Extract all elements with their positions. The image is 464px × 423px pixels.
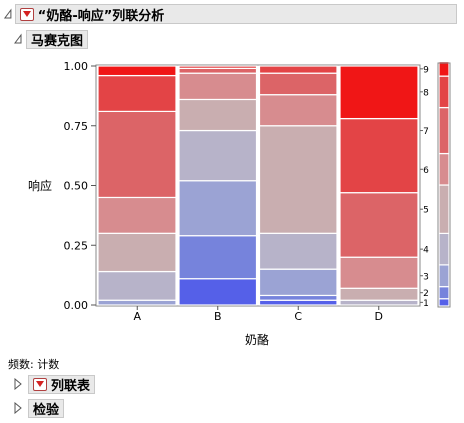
tests-title-box[interactable]: 检验 — [28, 398, 65, 418]
mosaic-cell[interactable] — [178, 129, 258, 182]
y-tick-label: 0.50 — [64, 180, 89, 193]
report-header: “奶酪-响应”列联分析 — [2, 4, 457, 24]
x-axis: A B C D — [133, 306, 383, 323]
contingency-title: 列联表 — [51, 378, 91, 394]
mosaic-title-box[interactable]: 马赛克图 — [26, 29, 89, 49]
legend-swatch[interactable] — [438, 152, 450, 186]
mosaic-cell[interactable] — [258, 294, 338, 301]
frequency-label: 频数: 计数 — [8, 358, 60, 371]
red-triangle-menu-icon[interactable] — [19, 7, 34, 21]
mosaic-cell[interactable] — [178, 67, 258, 74]
mosaic-cell[interactable] — [258, 94, 338, 127]
mosaic-cell[interactable] — [178, 180, 258, 237]
y-tick-label: 0.25 — [64, 239, 89, 252]
legend-swatch[interactable] — [438, 264, 450, 288]
mosaic-cell[interactable] — [258, 232, 338, 270]
legend-frame — [437, 62, 451, 308]
mosaic-cell[interactable] — [97, 299, 177, 306]
mosaic-cell[interactable] — [339, 65, 419, 120]
tests-header: 检验 — [12, 398, 65, 418]
mosaic-cell[interactable] — [97, 232, 177, 273]
disclosure-collapsed-icon[interactable] — [12, 402, 24, 414]
mosaic-cell[interactable] — [178, 72, 258, 101]
mosaic-cell[interactable] — [258, 125, 338, 234]
mosaic-cell[interactable] — [97, 196, 177, 234]
y-axis: 0.00 0.25 0.50 0.75 1.00 — [64, 60, 96, 312]
mosaic-chart: 0.00 0.25 0.50 0.75 1.00 A B C D 12 3 4 5 6 7 8 9 响应 奶… — [28, 60, 451, 347]
legend-label: 6 — [423, 166, 429, 176]
report-title-bar[interactable]: “奶酪-响应”列联分析 — [14, 4, 457, 24]
mosaic-cell[interactable] — [258, 268, 338, 297]
mosaic-cell[interactable] — [97, 74, 177, 113]
legend-swatch[interactable] — [438, 184, 450, 235]
red-triangle-menu-icon[interactable] — [33, 377, 47, 391]
report-title: “奶酪-响应”列联分析 — [37, 8, 165, 24]
mosaic-cell[interactable] — [339, 299, 419, 306]
mosaic-cell[interactable] — [178, 65, 258, 69]
legend-swatch[interactable] — [438, 232, 450, 266]
legend-swatch[interactable] — [438, 75, 450, 109]
legend-swatch[interactable] — [438, 60, 450, 77]
disclosure-collapsed-icon[interactable] — [12, 378, 24, 390]
tests-title: 检验 — [33, 402, 60, 418]
legend-label: 2 — [423, 289, 429, 299]
y-tick-label: 0.00 — [64, 299, 89, 312]
y-axis-label: 响应 — [28, 178, 52, 193]
y-tick-label: 1.00 — [64, 60, 89, 73]
mosaic-cell[interactable] — [258, 72, 338, 96]
x-tick-label: A — [133, 310, 141, 323]
mosaic-cell[interactable] — [97, 270, 177, 301]
mosaic-title: 马赛克图 — [31, 33, 84, 49]
contingency-table-header: 列联表 — [12, 374, 96, 394]
mosaic-cell[interactable] — [178, 235, 258, 280]
mosaic-cell[interactable] — [339, 117, 419, 194]
mosaic-cell[interactable] — [339, 192, 419, 258]
mosaic-cell[interactable] — [339, 256, 419, 289]
legend-label: 8 — [423, 88, 429, 98]
mosaic-cell[interactable] — [97, 65, 177, 77]
response-legend: 12 3 4 5 6 7 8 9 — [420, 60, 451, 309]
contingency-title-box[interactable]: 列联表 — [28, 374, 96, 394]
x-tick-label: C — [294, 310, 302, 323]
legend-label: 5 — [423, 206, 429, 216]
mosaic-cell[interactable] — [339, 287, 419, 301]
x-tick-label: D — [375, 310, 383, 323]
mosaic-cell[interactable] — [258, 65, 338, 74]
legend-label: 1 — [423, 299, 429, 309]
x-tick-label: B — [214, 310, 222, 323]
legend-swatch[interactable] — [438, 298, 450, 307]
y-tick-label: 0.75 — [64, 120, 89, 133]
disclosure-triangle-icon[interactable] — [2, 8, 14, 20]
mosaic-cell[interactable] — [97, 110, 177, 199]
x-axis-label: 奶酪 — [245, 332, 269, 347]
mosaic-cell[interactable] — [178, 98, 258, 132]
legend-swatch[interactable] — [438, 106, 450, 155]
legend-label: 7 — [423, 127, 429, 137]
mosaic-cell[interactable] — [178, 278, 258, 306]
mosaic-plot-area — [95, 64, 421, 307]
legend-label: 4 — [423, 246, 429, 256]
mosaic-cell[interactable] — [258, 299, 338, 306]
disclosure-triangle-icon[interactable] — [12, 33, 24, 45]
legend-label: 9 — [423, 65, 429, 75]
legend-label: 3 — [423, 272, 429, 282]
mosaic-header: 马赛克图 — [12, 29, 89, 49]
legend-swatch[interactable] — [438, 286, 450, 300]
